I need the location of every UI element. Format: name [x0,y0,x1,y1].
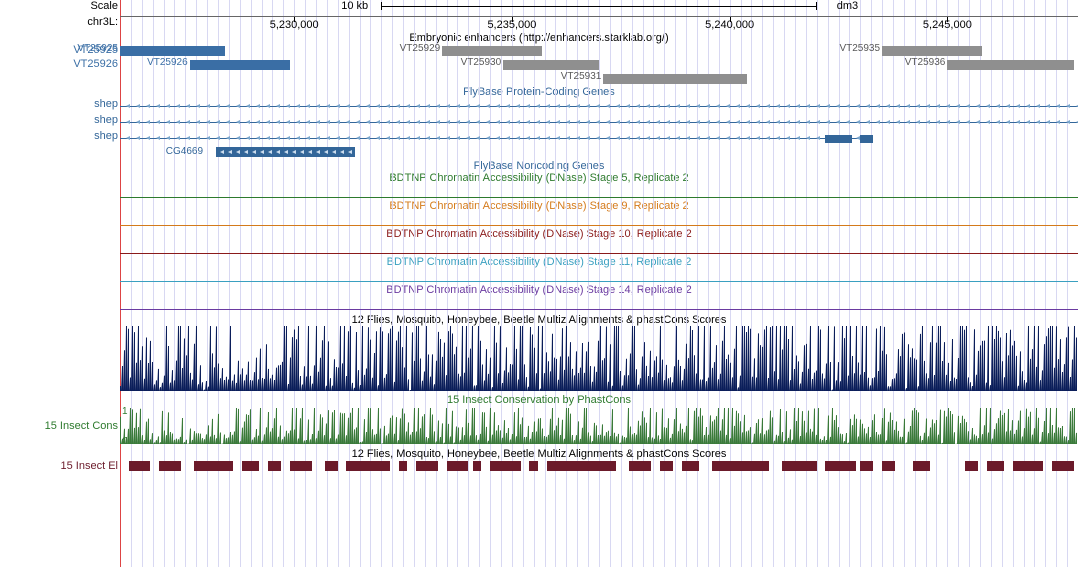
accessibility-title-3: BDTNP Chromatin Accessibility (DNase) St… [0,256,1078,268]
chrom-label: chr3L: [0,16,118,28]
enhancer-VT25926[interactable] [190,60,290,70]
conserved-element-13[interactable] [529,461,538,471]
accessibility-track-1 [0,212,1078,228]
conserved-element-23[interactable] [913,461,930,471]
scale-bar-text: 10 kb [341,0,368,12]
accessibility-title-0: BDTNP Chromatin Accessibility (DNase) St… [0,172,1078,184]
enhancer-VT25936[interactable] [947,60,1073,70]
conserved-element-8[interactable] [399,461,408,471]
conserved-element-26[interactable] [1013,461,1043,471]
conserved-element-20[interactable] [825,461,855,471]
accessibility-track-2 [0,240,1078,256]
conserved-element-25[interactable] [987,461,1004,471]
phastcons15-left-label: 15 Insect Cons [0,420,118,432]
accessibility-track-3 [0,268,1078,284]
scale-bar [381,2,816,10]
gene-shep-label: shep [0,114,118,126]
enhancers-title: Embryonic enhancers (http://enhancers.st… [0,32,1078,44]
enhancer-label-VT25929: VT25929 [400,43,441,54]
conserved-element-19[interactable] [782,461,817,471]
ruler-row: chr3L: 5,230,0005,235,0005,240,0005,245,… [0,16,1078,32]
conserved-element-12[interactable] [490,461,520,471]
enhancer-label-VT25926: VT25926 [147,57,188,68]
conserved-element-18[interactable] [712,461,769,471]
enhancer-VT25930[interactable] [503,60,599,70]
enhancer-label-VT25930: VT25930 [461,57,502,68]
position-ruler: 5,230,0005,235,0005,240,0005,245,000 [120,16,1078,30]
conserved-element-4[interactable] [268,461,281,471]
conserved-element-17[interactable] [682,461,699,471]
conserved-element-11[interactable] [473,461,482,471]
accessibility-title-1: BDTNP Chromatin Accessibility (DNase) St… [0,200,1078,212]
gene-shep-row-0: shep [0,98,1078,114]
scale-label: Scale [0,0,118,12]
gene-cg-row: CG4669 [0,146,1078,160]
enhancer-row-2: VT25931 [0,72,1078,86]
assembly-label: dm3 [837,0,858,12]
gene-shep-row-1: shep [0,114,1078,130]
enh-left-label-0: VT25925 [0,44,118,56]
accessibility-track-4 [0,296,1078,312]
enhancer-row-1: VT25926 VT25930 VT25936 VT25926 [0,58,1078,72]
conserved-element-3[interactable] [242,461,259,471]
gene-cg-label: CG4669 [166,146,203,157]
genes-title: FlyBase Protein-Coding Genes [0,86,1078,98]
elements15-left-label: 15 Insect El [0,460,118,472]
conserved-element-16[interactable] [660,461,673,471]
multiz-plot [120,326,1078,391]
accessibility-title-2: BDTNP Chromatin Accessibility (DNase) St… [0,228,1078,240]
enhancer-VT25931[interactable] [603,74,747,84]
multiz-title: 12 Flies, Mosquito, Honeybee, Beetle Mul… [0,314,1078,326]
conserved-element-9[interactable] [416,461,438,471]
accessibility-track-0 [0,184,1078,200]
gene-shep-label: shep [0,98,118,110]
conserved-element-7[interactable] [346,461,390,471]
conserved-element-15[interactable] [629,461,651,471]
noncoding-title: FlyBase Noncoding Genes [0,160,1078,172]
elements15-row: 15 Insect El [0,460,1078,472]
scale-row: Scale 10 kb dm3 [0,0,1078,16]
conserved-element-0[interactable] [129,461,151,471]
elements15-title: 12 Flies, Mosquito, Honeybee, Beetle Mul… [0,448,1078,460]
conserved-element-6[interactable] [325,461,338,471]
conserved-element-22[interactable] [882,461,895,471]
conserved-element-27[interactable] [1052,461,1074,471]
enh-left-label-1: VT25926 [0,58,118,70]
gene-shep-label: shep [0,130,118,142]
enhancer-label-VT25936: VT25936 [905,57,946,68]
conserved-element-5[interactable] [290,461,312,471]
enhancer-label-VT25935: VT25935 [839,43,880,54]
phastcons15-plot [120,408,1078,444]
phastcons15-title: 15 Insect Conservation by PhastCons [0,394,1078,406]
conserved-element-14[interactable] [547,461,617,471]
conserved-element-1[interactable] [159,461,181,471]
enhancer-VT25929[interactable] [442,46,542,56]
accessibility-title-4: BDTNP Chromatin Accessibility (DNase) St… [0,284,1078,296]
conserved-element-24[interactable] [965,461,978,471]
enhancer-label-VT25931: VT25931 [561,71,602,82]
conserved-element-2[interactable] [194,461,233,471]
enhancer-VT25925[interactable] [120,46,225,56]
conserved-element-10[interactable] [447,461,469,471]
gene-shep-row-2: shep [0,130,1078,146]
conserved-element-21[interactable] [860,461,873,471]
enhancer-row-0: VT25925VT25929VT25935VT25925 [0,44,1078,58]
enhancer-VT25935[interactable] [882,46,982,56]
genome-browser-view: Scale 10 kb dm3 chr3L: 5,230,0005,235,00… [0,0,1078,567]
